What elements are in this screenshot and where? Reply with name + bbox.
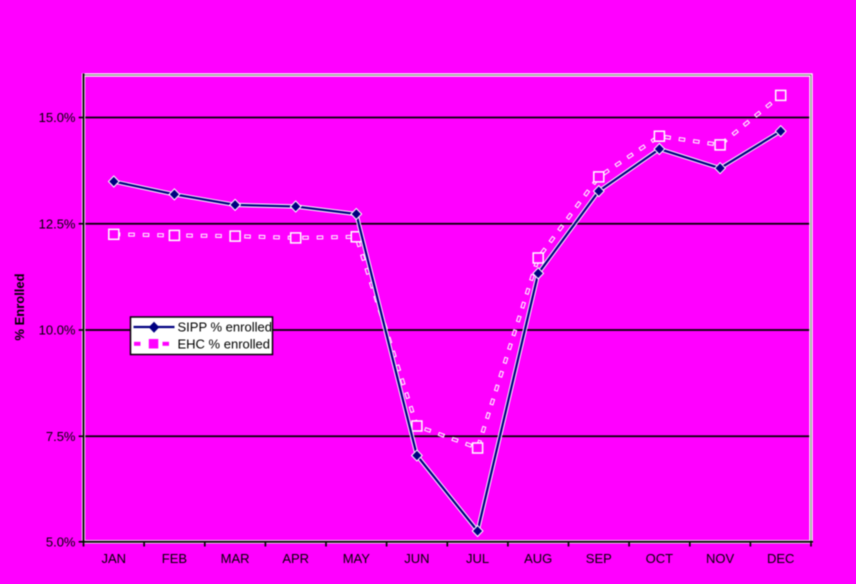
svg-text:OCT: OCT bbox=[646, 551, 674, 566]
svg-text:12.5%: 12.5% bbox=[39, 216, 76, 231]
svg-text:FEB: FEB bbox=[162, 551, 187, 566]
svg-text:DEC: DEC bbox=[767, 551, 794, 566]
svg-text:15.0%: 15.0% bbox=[39, 110, 76, 125]
svg-text:APR: APR bbox=[282, 551, 309, 566]
svg-text:EHC % enrolled: EHC % enrolled bbox=[178, 336, 271, 351]
svg-text:JAN: JAN bbox=[102, 551, 127, 566]
svg-text:NOV: NOV bbox=[706, 551, 735, 566]
svg-text:5.0%: 5.0% bbox=[46, 534, 76, 549]
svg-text:MAY: MAY bbox=[343, 551, 371, 566]
svg-text:JUL: JUL bbox=[466, 551, 489, 566]
svg-text:7.5%: 7.5% bbox=[46, 429, 76, 444]
svg-text:10.0%: 10.0% bbox=[39, 323, 76, 338]
svg-text:SEP: SEP bbox=[586, 551, 612, 566]
svg-text:AUG: AUG bbox=[524, 551, 552, 566]
svg-text:% Enrolled: % Enrolled bbox=[12, 273, 27, 340]
svg-text:SIPP % enrolled: SIPP % enrolled bbox=[178, 320, 272, 335]
svg-text:MAR: MAR bbox=[221, 551, 250, 566]
svg-text:JUN: JUN bbox=[404, 551, 429, 566]
